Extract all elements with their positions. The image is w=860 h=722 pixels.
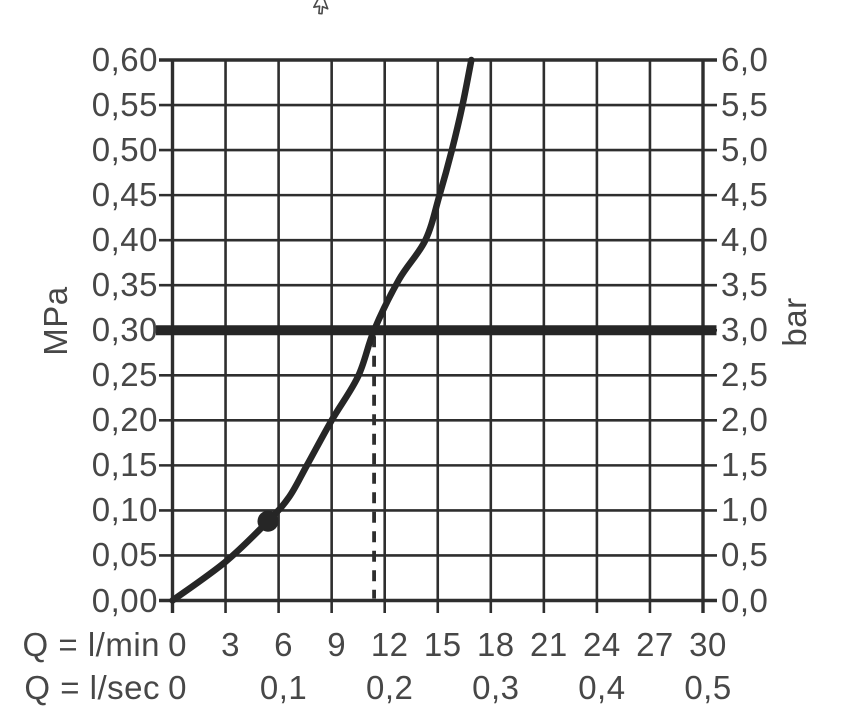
left-axis-tick-label: 0,25	[91, 356, 158, 394]
left-axis-tick-label: 0,05	[91, 536, 158, 574]
right-axis-tick-label: 4,0	[721, 221, 769, 259]
right-axis-tick-label: 3,5	[721, 266, 769, 304]
right-axis-tick-label: 2,0	[721, 401, 769, 439]
x-axis-lmin-tick-label: 18	[476, 626, 515, 663]
x-axis-lmin-tick-label: 24	[583, 626, 621, 663]
right-axis-tick-label: 6,0	[721, 41, 769, 78]
right-axis-tick-label: 1,0	[721, 491, 769, 529]
x-axis-lsec-tick-label: 0,2	[366, 669, 414, 706]
mouse-cursor-icon	[313, 0, 329, 15]
x-axis-lmin-tick-label: 9	[327, 626, 347, 663]
right-axis-tick-label: 0,0	[721, 581, 769, 619]
x-axis-lsec-label: Q = l/sec	[24, 669, 160, 706]
right-axis-tick-label: 5,0	[721, 131, 769, 169]
left-axis-tick-label: 0,00	[91, 581, 158, 619]
left-axis-tick-label: 0,55	[91, 86, 158, 124]
right-axis-tick-label: 5,5	[721, 86, 769, 124]
left-axis-tick-label: 0,20	[91, 401, 158, 439]
x-axis-lsec-tick-label: 0,4	[578, 669, 626, 706]
x-axis-lsec-tick-label: 0,5	[684, 669, 732, 706]
x-axis-lmin-tick-label: 21	[529, 626, 568, 663]
left-axis-tick-label: 0,35	[91, 266, 158, 304]
right-axis-tick-label: 3,0	[721, 311, 769, 349]
x-axis-lsec-tick-label: 0	[168, 669, 187, 706]
right-axis-tick-label: 4,5	[721, 176, 769, 214]
x-axis-lsec-tick-label: 0,1	[259, 669, 308, 706]
x-axis-lmin-tick-label: 12	[370, 626, 409, 663]
x-axis-lsec-tick-label: 0,3	[472, 669, 520, 706]
x-axis-lmin-tick-label: 30	[689, 626, 727, 663]
left-axis-tick-label: 0,60	[91, 41, 158, 78]
operating-point-dot	[257, 510, 279, 532]
left-axis-tick-label: 0,15	[91, 446, 158, 484]
left-axis-tick-label: 0,40	[91, 221, 158, 259]
x-axis-lmin-tick-label: 0	[168, 626, 187, 663]
left-axis-tick-label: 0,50	[91, 131, 158, 169]
right-axis-tick-label: 2,5	[721, 356, 769, 394]
left-axis-tick-label: 0,10	[91, 491, 158, 529]
x-axis-lmin-label: Q = l/min	[22, 626, 160, 663]
left-axis-tick-label: 0,30	[91, 311, 158, 349]
x-axis-lmin-tick-label: 6	[274, 626, 294, 663]
x-axis-lmin-tick-label: 3	[221, 626, 240, 663]
x-axis-lmin-tick-label: 15	[423, 626, 462, 663]
right-axis-tick-label: 0,5	[721, 536, 769, 574]
right-axis-tick-label: 1,5	[721, 446, 769, 484]
left-axis-tick-label: 0,45	[91, 176, 158, 214]
x-axis-lmin-tick-label: 27	[636, 626, 674, 663]
